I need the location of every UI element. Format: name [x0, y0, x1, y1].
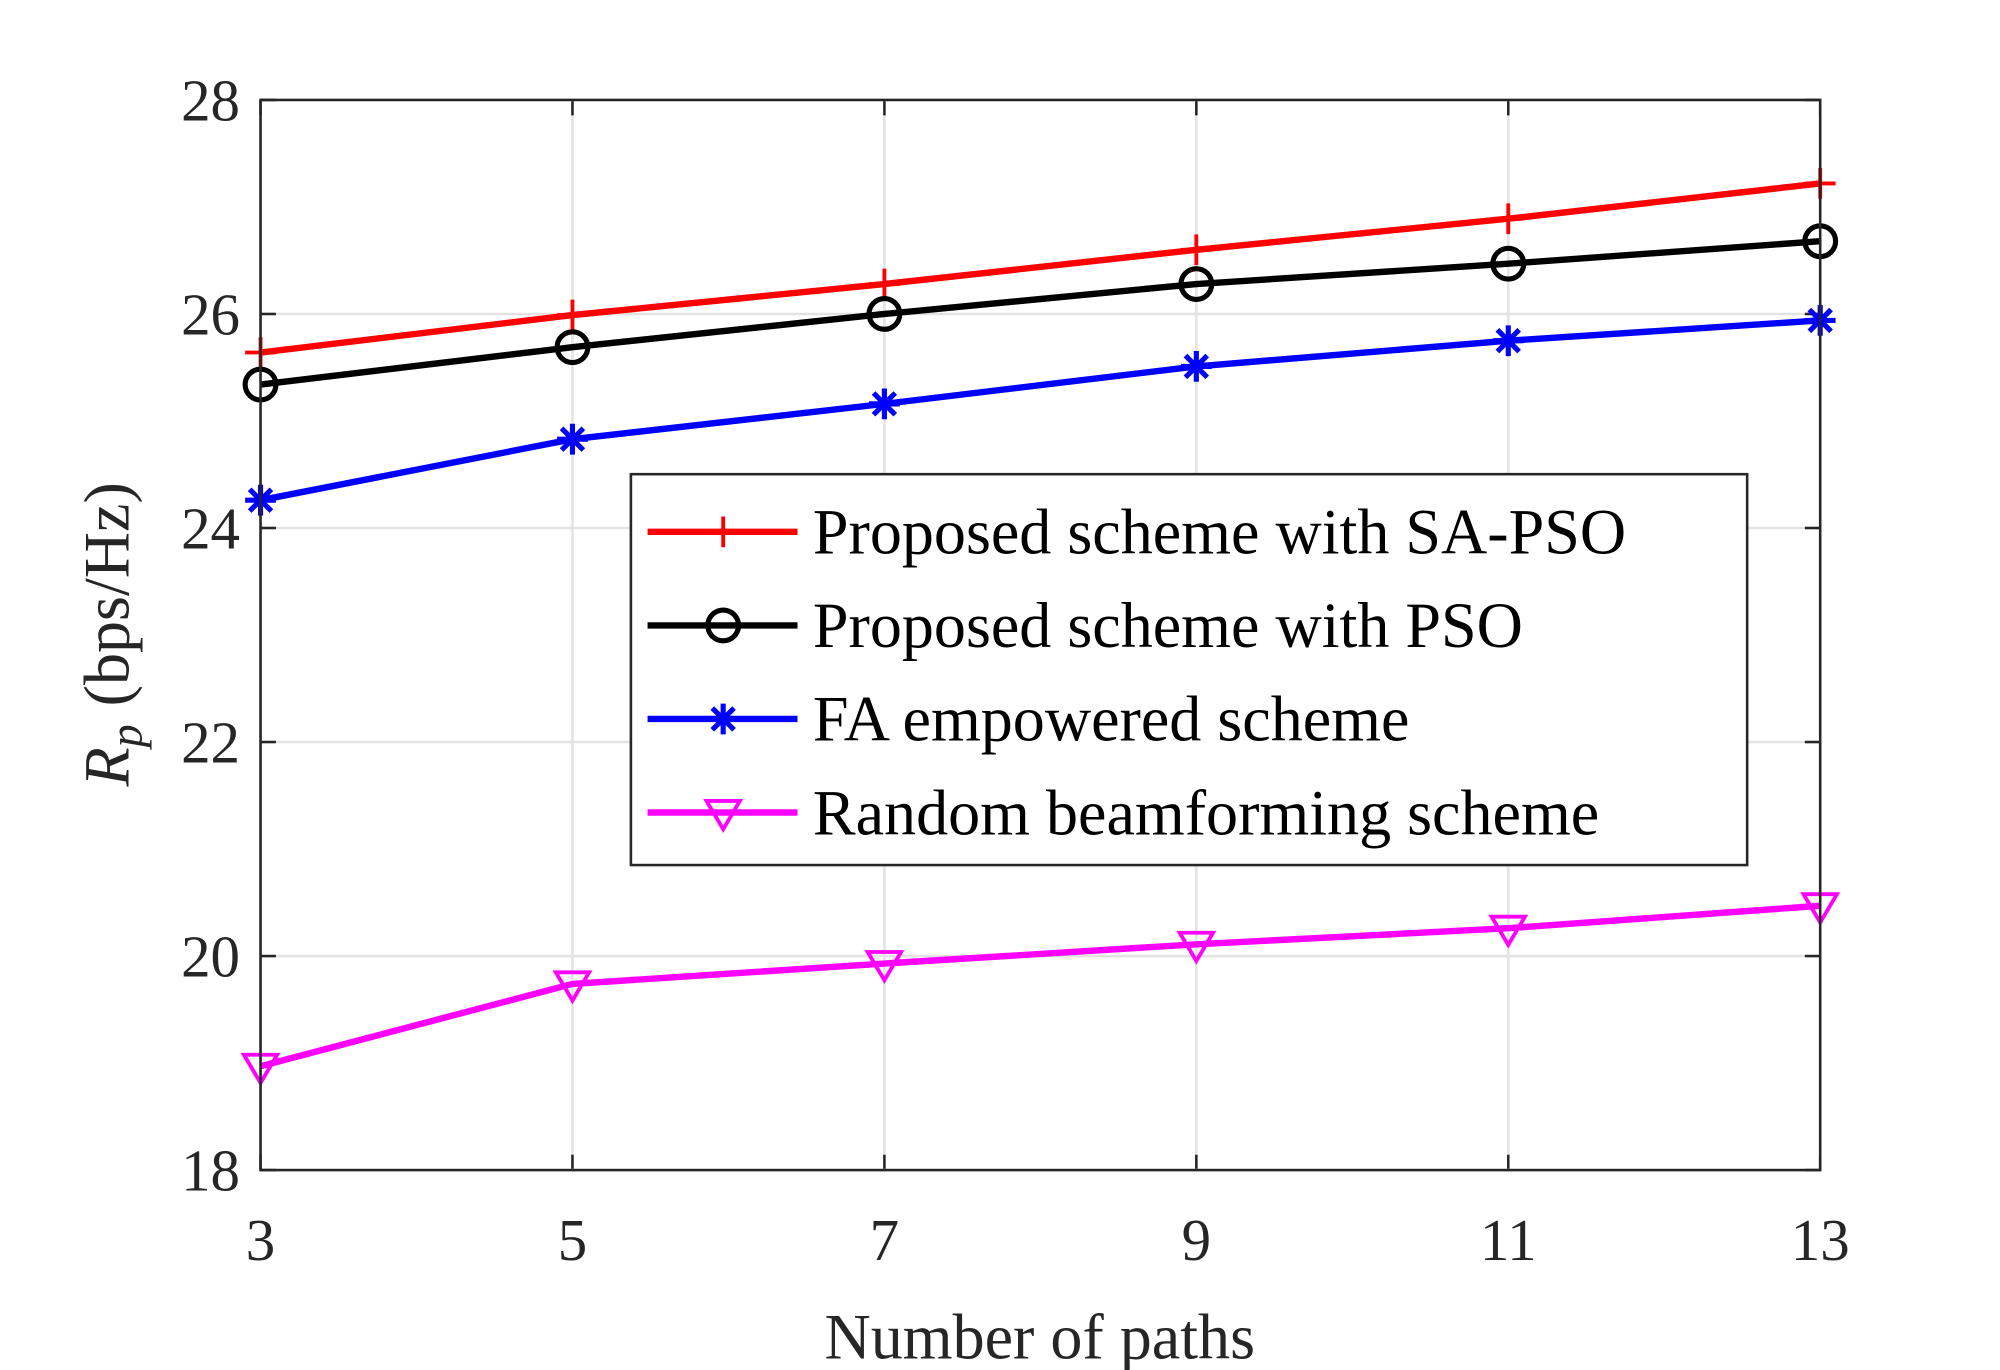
y-label-var: R — [72, 747, 143, 787]
asterisk-marker — [557, 423, 588, 455]
series-line — [259, 317, 1821, 504]
asterisk-marker — [1180, 351, 1212, 382]
asterisk-marker — [869, 388, 900, 420]
circle-mark — [1490, 245, 1527, 282]
triangle-down-marker — [703, 799, 744, 833]
x-tick-label: 3 — [246, 1207, 275, 1273]
triangle-down-marker — [552, 970, 593, 1005]
plus-marker — [1492, 203, 1524, 235]
plus-marker — [1180, 234, 1212, 266]
y-label-unit: (bps/Hz) — [72, 482, 143, 706]
plus-mark — [1180, 234, 1212, 266]
x-tick-label: 13 — [1791, 1207, 1850, 1273]
plus-mark — [869, 268, 900, 300]
plus-mark — [557, 299, 588, 331]
y-axis-label: Rp (bps/Hz) — [72, 482, 152, 787]
circle-mark — [705, 607, 742, 644]
y-tick-label: 24 — [181, 496, 240, 562]
circle-mark — [1178, 266, 1215, 302]
asterisk-mark — [1492, 325, 1524, 357]
triangle-mark — [703, 799, 744, 833]
circle-marker — [866, 296, 903, 332]
asterisk-marker — [707, 703, 739, 735]
y-tick-label: 28 — [181, 67, 240, 133]
asterisk-marker — [1492, 325, 1524, 357]
triangle-mark — [864, 950, 905, 984]
plus-marker — [869, 268, 900, 300]
x-axis-label: Number of paths — [824, 1301, 1255, 1370]
circle-marker — [1178, 266, 1215, 302]
triangle-down-marker — [1488, 914, 1529, 949]
legend: Proposed scheme with SA-PSO Proposed sche… — [629, 472, 1749, 867]
asterisk-mark — [1180, 351, 1212, 382]
y-tick-label: 26 — [181, 281, 240, 347]
axes-box — [259, 98, 1822, 1172]
x-tick-label: 5 — [558, 1207, 587, 1273]
legend-label: Random beamforming scheme — [813, 777, 1599, 848]
x-tick-label: 11 — [1480, 1207, 1537, 1273]
triangle-mark — [1488, 914, 1529, 949]
y-tick-label: 20 — [181, 924, 240, 990]
circle-mark — [866, 296, 903, 332]
legend-box — [629, 472, 1749, 867]
legend-item: Proposed scheme with PSO — [647, 590, 1523, 661]
legend-item: Random beamforming scheme — [647, 777, 1599, 848]
plus-marker — [707, 516, 739, 548]
asterisk-mark — [869, 388, 900, 420]
series-line — [260, 180, 1821, 356]
legend-item: Proposed scheme with SA-PSO — [647, 497, 1626, 568]
triangle-down-marker — [864, 950, 905, 984]
circle-marker — [1490, 245, 1527, 282]
tick-labels: 3 5 7 9 11 13 18 20 22 24 26 28 — [181, 67, 1850, 1272]
legend-label: FA empowered scheme — [813, 684, 1410, 755]
triangle-mark — [552, 970, 593, 1005]
legend-label: Proposed scheme with SA-PSO — [813, 497, 1626, 568]
circle-marker — [554, 329, 591, 366]
series-line — [260, 238, 1821, 388]
plus-mark — [707, 516, 739, 548]
series-3 — [240, 892, 1841, 1087]
asterisk-mark — [707, 703, 739, 735]
plus-mark — [1492, 203, 1524, 235]
y-label-sub: p — [100, 724, 151, 750]
legend-label: Proposed scheme with PSO — [813, 590, 1523, 661]
triangle-mark — [1176, 930, 1217, 965]
x-tick-label: 9 — [1182, 1207, 1211, 1273]
asterisk-mark — [557, 423, 588, 455]
plus-marker — [557, 299, 588, 331]
y-tick-label: 18 — [181, 1138, 240, 1204]
y-tick-label: 22 — [181, 710, 240, 776]
triangle-down-marker — [1176, 930, 1217, 965]
series-line — [259, 902, 1821, 1070]
x-tick-label: 7 — [870, 1207, 899, 1273]
legend-item: FA empowered scheme — [647, 684, 1410, 755]
circle-marker — [705, 607, 742, 644]
circle-mark — [554, 329, 591, 366]
